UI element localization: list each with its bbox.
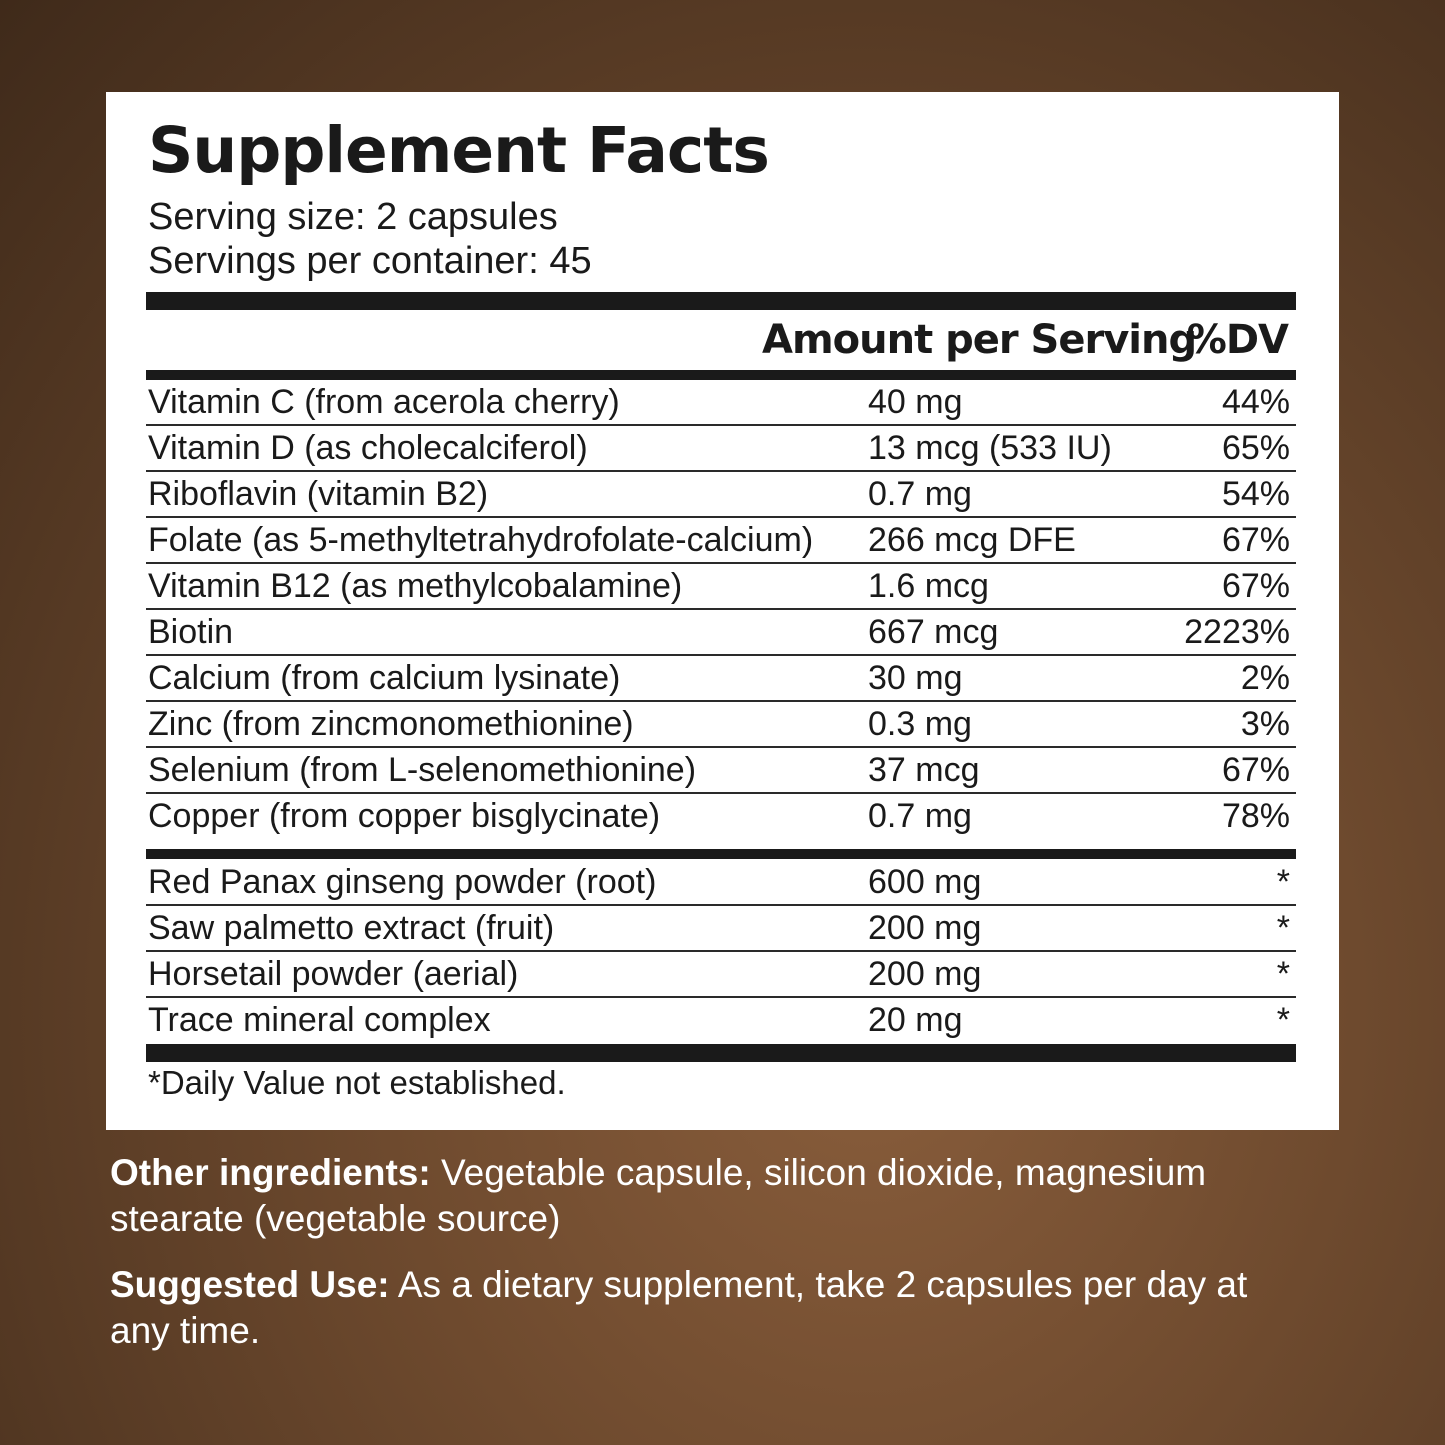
dv-value: 2%	[1240, 659, 1290, 697]
table-row: Vitamin C (from acerola cherry) 40 mg 44%	[146, 380, 1296, 426]
amount-value: 266 mcg DFE	[868, 521, 1076, 559]
nutrient-name: Biotin	[148, 613, 234, 651]
nutrient-name: Folate (as 5-methyltetrahydrofolate-calc…	[148, 521, 814, 559]
dv-value: 78%	[1221, 797, 1290, 835]
footnote: *Daily Value not established.	[148, 1064, 566, 1101]
amount-value: 0.7 mg	[868, 797, 972, 835]
dv-value: *	[1276, 863, 1290, 901]
nutrient-name: Vitamin B12 (as methylcobalamine)	[148, 567, 683, 605]
dv-value: 2223%	[1184, 613, 1290, 651]
table-row: Red Panax ginseng powder (root) 600 mg *	[146, 860, 1296, 906]
amount-value: 200 mg	[868, 955, 982, 993]
dv-value: *	[1276, 955, 1290, 993]
nutrient-name: Horsetail powder (aerial)	[148, 955, 519, 993]
nutrient-name: Riboflavin (vitamin B2)	[148, 475, 489, 513]
suggested-use: Suggested Use: As a dietary supplement, …	[110, 1262, 1310, 1354]
nutrient-name: Red Panax ginseng powder (root)	[148, 863, 657, 901]
table-row: Folate (as 5-methyltetrahydrofolate-calc…	[146, 518, 1296, 564]
nutrient-name: Vitamin C (from acerola cherry)	[148, 383, 620, 421]
nutrient-name: Saw palmetto extract (fruit)	[148, 909, 555, 947]
dv-value: *	[1276, 909, 1290, 947]
table-row: Selenium (from L-selenomethionine) 37 mcg…	[146, 748, 1296, 794]
amount-value: 13 mcg (533 IU)	[868, 429, 1112, 467]
nutrient-name: Trace mineral complex	[148, 1001, 491, 1039]
amount-value: 30 mg	[868, 659, 963, 697]
dv-value: 65%	[1221, 429, 1290, 467]
table-row: Vitamin D (as cholecalciferol) 13 mcg (53…	[146, 426, 1296, 472]
table-row: Riboflavin (vitamin B2) 0.7 mg 54%	[146, 472, 1296, 518]
amount-value: 37 mcg	[868, 751, 980, 789]
dv-value: 3%	[1240, 705, 1290, 743]
nutrient-name: Copper (from copper bisglycinate)	[148, 797, 661, 835]
other-ingredients-label: Other ingredients:	[110, 1152, 431, 1193]
amount-value: 40 mg	[868, 383, 963, 421]
dv-value: 44%	[1221, 383, 1290, 421]
table-row: Trace mineral complex 20 mg *	[146, 998, 1296, 1044]
table-row: Copper (from copper bisglycinate) 0.7 mg 7…	[146, 794, 1296, 840]
table-row: Horsetail powder (aerial) 200 mg *	[146, 952, 1296, 998]
nutrient-name: Selenium (from L-selenomethionine)	[148, 751, 697, 789]
amount-value: 0.3 mg	[868, 705, 972, 743]
dv-value: 54%	[1221, 475, 1290, 513]
thick-divider-middle	[146, 849, 1296, 859]
table-row: Saw palmetto extract (fruit) 200 mg *	[146, 906, 1296, 952]
dv-value: 67%	[1221, 751, 1290, 789]
nutrient-name: Calcium (from calcium lysinate)	[148, 659, 621, 697]
amount-header: Amount per Serving	[762, 317, 1197, 363]
dv-value: *	[1276, 1001, 1290, 1039]
amount-value: 1.6 mcg	[868, 567, 989, 605]
servings-per-container: Servings per container: 45	[148, 240, 592, 282]
thick-divider-top	[146, 292, 1296, 310]
thick-divider-bottom	[146, 1044, 1296, 1062]
amount-value: 200 mg	[868, 909, 982, 947]
dv-value: 67%	[1221, 567, 1290, 605]
table-row: Vitamin B12 (as methylcobalamine) 1.6 mcg…	[146, 564, 1296, 610]
amount-value: 0.7 mg	[868, 475, 972, 513]
table-row: Biotin 667 mcg 2223%	[146, 610, 1296, 656]
other-ingredients: Other ingredients: Vegetable capsule, si…	[110, 1150, 1310, 1242]
page-title: Supplement Facts	[148, 114, 770, 187]
dv-value: 67%	[1221, 521, 1290, 559]
nutrient-name: Vitamin D (as cholecalciferol)	[148, 429, 588, 467]
table-row: Zinc (from zincmonomethionine) 0.3 mg 3%	[146, 702, 1296, 748]
suggested-use-text: As a dietary supplement, take 2 capsules…	[110, 1264, 1248, 1351]
amount-value: 600 mg	[868, 863, 982, 901]
table-row: Calcium (from calcium lysinate) 30 mg 2%	[146, 656, 1296, 702]
serving-size: Serving size: 2 capsules	[148, 196, 558, 238]
amount-value: 667 mcg	[868, 613, 999, 651]
thick-divider-header	[146, 370, 1296, 380]
dv-header: %DV	[1186, 317, 1289, 363]
amount-value: 20 mg	[868, 1001, 963, 1039]
nutrient-name: Zinc (from zincmonomethionine)	[148, 705, 634, 743]
suggested-use-label: Suggested Use:	[110, 1264, 390, 1305]
other-ingredients-text: Vegetable capsule, silicon dioxide, magn…	[110, 1152, 1207, 1239]
supplement-facts-panel: Supplement Facts Serving size: 2 capsule…	[106, 92, 1339, 1130]
